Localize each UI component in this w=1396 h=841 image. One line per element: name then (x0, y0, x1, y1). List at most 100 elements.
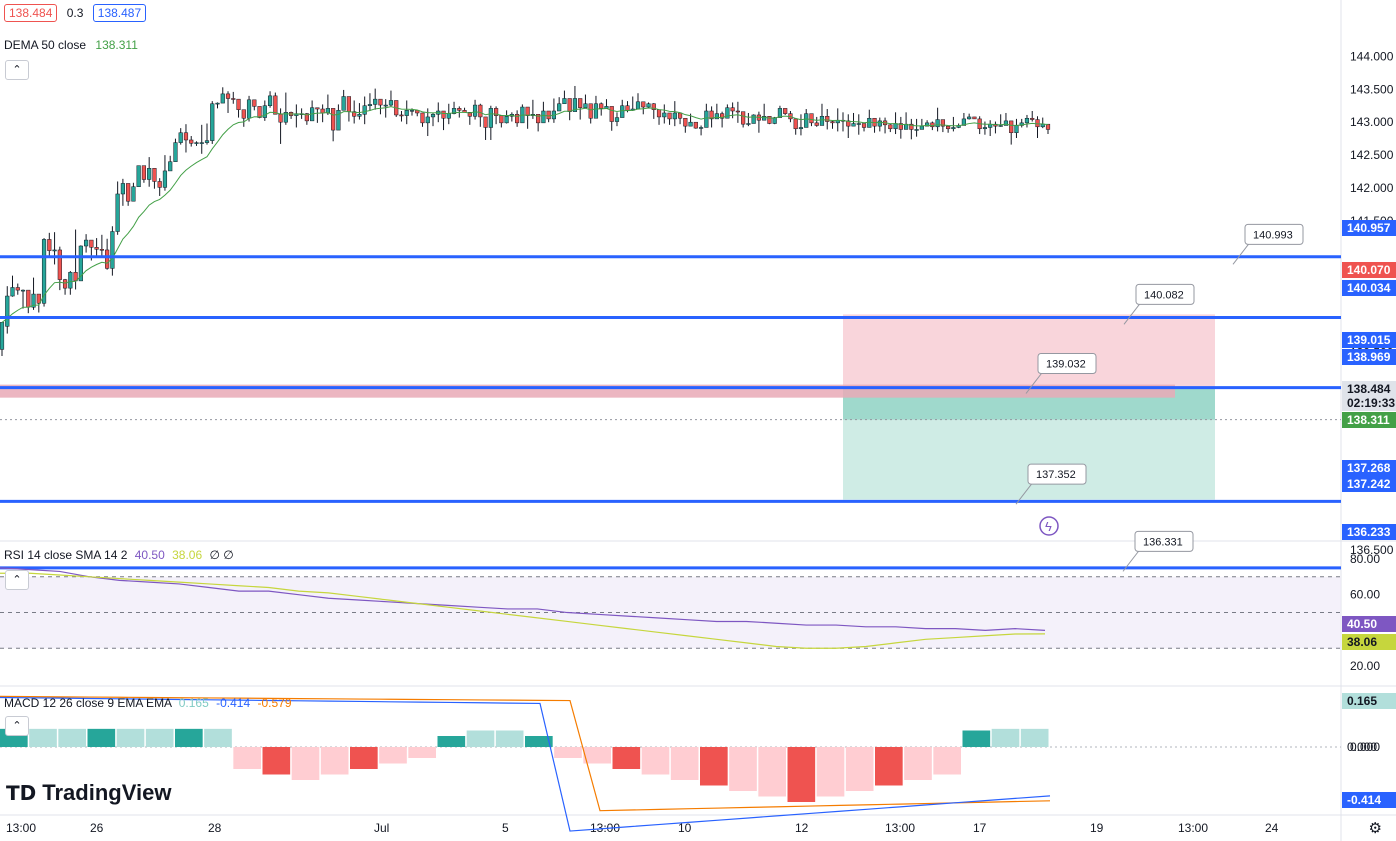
macd-histogram-bar (379, 747, 407, 764)
macd-badge-text: 0.000 (1347, 740, 1377, 754)
candle-up (635, 101, 641, 110)
candle-up (714, 113, 719, 120)
candle-up (357, 114, 362, 117)
candle-up (614, 117, 620, 122)
time-tick: 19 (1090, 821, 1104, 835)
price-tick: 142.000 (1350, 181, 1394, 195)
rsi-label: RSI 14 close SMA 14 2 (4, 548, 128, 562)
candle-down (273, 95, 278, 115)
spread: 0.3 (66, 6, 84, 20)
macd-histogram-bar (233, 747, 261, 769)
candle-up (698, 127, 704, 129)
candle-down (57, 249, 62, 280)
macd-histogram-bar (700, 747, 728, 786)
rsi-tick: 80.00 (1350, 552, 1380, 566)
candle-down (972, 116, 977, 120)
candle-down (483, 116, 488, 128)
candle-down (793, 118, 798, 130)
logo-text: TradingView (42, 780, 172, 805)
dema-line (1, 106, 1049, 323)
candle-up (20, 289, 26, 292)
candle-down (783, 108, 788, 114)
tradingview-logo[interactable]: ꓔ𝗗 TradingView (6, 780, 172, 805)
candle-down (15, 287, 20, 291)
candle-up (472, 104, 478, 117)
candle-down (888, 124, 893, 130)
candle-down (157, 181, 162, 188)
candle-down (420, 112, 425, 124)
price-callout (1027, 463, 1087, 485)
macd-badge-text: -0.414 (1347, 793, 1381, 807)
candle-up (199, 142, 204, 144)
price-axis-badge-text: 137.242 (1347, 477, 1391, 491)
candle-down (898, 123, 903, 130)
candle-down (378, 98, 383, 106)
gear-icon[interactable]: ⚙ (1368, 820, 1382, 837)
macd-histogram-bar (29, 728, 57, 747)
candle-up (998, 125, 1003, 127)
candle-down (599, 103, 604, 109)
collapse-macd-icon[interactable]: ⌃ (5, 716, 29, 736)
collapse-legend-icon[interactable]: ⌃ (5, 60, 29, 80)
macd-histogram-bar (612, 747, 641, 769)
candle-down (352, 111, 357, 117)
macd-signal-line (0, 695, 1051, 812)
price-callout (1134, 530, 1194, 552)
price-axis-badge (1342, 460, 1396, 476)
price-axis-badge-text: 140.034 (1347, 281, 1391, 295)
candle-up (147, 168, 152, 180)
rsi-sma-line (0, 572, 1046, 649)
candle-up (430, 114, 436, 118)
bid-price[interactable]: 138.484 (4, 4, 58, 22)
time-tick: Jul (374, 821, 389, 835)
macd-histogram-bar (291, 747, 320, 780)
price-axis-badge-text: 138.484 (1347, 382, 1391, 396)
candle-down (825, 116, 830, 122)
candle-down (641, 101, 646, 108)
price-axis-badge (1342, 280, 1396, 296)
price-callout-text: 140.082 (1144, 289, 1184, 301)
candle-up (856, 123, 861, 125)
candle-up (367, 104, 373, 106)
rsi-line (0, 567, 1046, 632)
rsi-tick: 20.00 (1350, 659, 1380, 673)
candle-up (620, 105, 625, 118)
candle-down (1009, 120, 1014, 133)
event-marker-icon (1039, 516, 1059, 536)
candle-up (982, 127, 988, 130)
macd-histogram-bar (845, 747, 874, 791)
header-quote: 138.484 0.3 138.487 (4, 4, 147, 22)
macd-histogram-bar (1020, 728, 1049, 747)
candle-down (930, 122, 935, 128)
candle-down (62, 279, 68, 289)
candle-down (677, 112, 683, 119)
macd-histogram-bar (758, 747, 786, 797)
candle-up (867, 117, 872, 128)
macd-histogram-bar (466, 730, 495, 747)
price-tick: 143.500 (1350, 82, 1394, 96)
candle-up (115, 193, 120, 232)
candle-down (861, 123, 867, 128)
macd-label: MACD 12 26 close 9 EMA EMA (4, 696, 172, 710)
candle-down (830, 121, 835, 124)
time-tick: 10 (678, 821, 692, 835)
macd-histogram-bar (58, 728, 86, 747)
candle-up (877, 120, 882, 127)
candle-down (94, 247, 99, 250)
candle-up (220, 93, 225, 104)
candle-down (189, 139, 194, 144)
callout-pointer (1015, 481, 1034, 505)
collapse-rsi-icon[interactable]: ⌃ (5, 570, 29, 590)
macd-histogram-bar (904, 747, 932, 780)
candle-down (683, 117, 688, 127)
macd-histogram-bar (816, 747, 845, 797)
macd-histogram-bar (350, 747, 378, 769)
event-marker-glyph: ϟ (1045, 519, 1052, 534)
macd-badge-text: 0.165 (1347, 694, 1377, 708)
candle-down (730, 107, 735, 112)
price-axis-badge-text: 140.957 (1347, 221, 1391, 235)
price-axis-badge-text: 137.268 (1347, 461, 1391, 475)
candle-up (688, 121, 693, 127)
ask-price[interactable]: 138.487 (92, 4, 147, 22)
